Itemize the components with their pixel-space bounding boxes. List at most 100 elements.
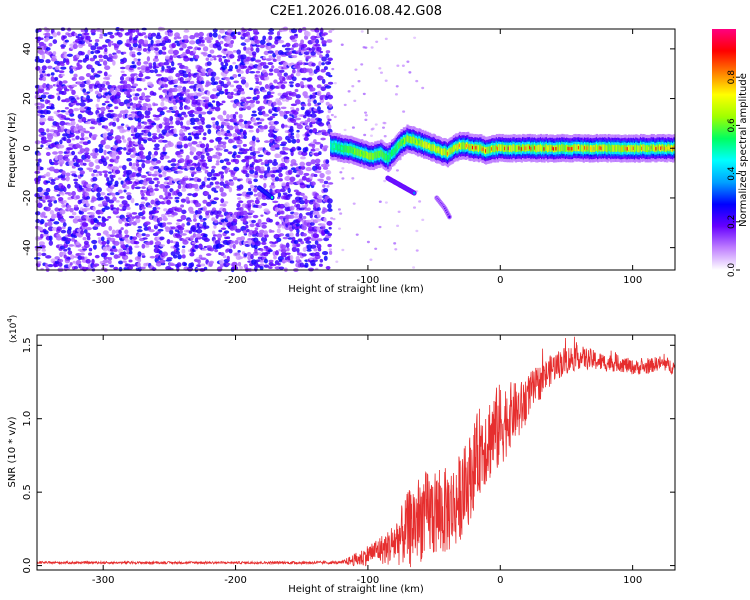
noise-cell [104, 144, 111, 150]
noise-cell [355, 233, 359, 236]
noise-cell [284, 157, 290, 164]
noise-cell [166, 65, 172, 69]
noise-cell [273, 159, 277, 163]
noise-cell [41, 70, 46, 74]
noise-cell [307, 117, 311, 123]
signal-ridge-cell [387, 154, 390, 162]
noise-cell [304, 119, 309, 125]
noise-cell [46, 110, 51, 115]
noise-cell [254, 227, 259, 231]
noise-cell [316, 46, 322, 52]
noise-cell [175, 250, 180, 255]
signal-ridge-cell [594, 144, 597, 152]
signal-ridge-cell [405, 136, 408, 144]
noise-cell [88, 43, 93, 48]
noise-cell [39, 114, 46, 118]
noise-cell [196, 178, 202, 183]
noise-cell [270, 173, 276, 178]
noise-cell [297, 147, 302, 151]
noise-cell [87, 139, 91, 144]
noise-cell [167, 49, 175, 55]
noise-cell [290, 103, 297, 107]
noise-cell [267, 31, 274, 35]
noise-cell [217, 103, 224, 106]
noise-cell [37, 252, 42, 257]
noise-cell [281, 182, 287, 187]
noise-cell [46, 128, 50, 133]
noise-cell [126, 206, 131, 211]
noise-cell [153, 165, 160, 170]
noise-cell [36, 260, 42, 264]
noise-cell [179, 106, 183, 111]
signal-ridge-cell [558, 144, 562, 152]
noise-cell [141, 160, 146, 163]
signal-ridge-cell [485, 149, 488, 153]
noise-cell [137, 139, 142, 145]
noise-cell [62, 80, 68, 84]
signal-ridge-cell [627, 146, 631, 150]
noise-cell [169, 30, 173, 33]
noise-cell [181, 223, 185, 228]
noise-cell [45, 171, 51, 177]
noise-cell [170, 263, 176, 267]
noise-cell [86, 154, 91, 159]
noise-cell [107, 216, 112, 219]
noise-cell [107, 74, 112, 78]
noise-cell [118, 229, 122, 235]
noise-cell [93, 54, 98, 59]
signal-ridge-cell [400, 139, 403, 147]
noise-cell [205, 57, 210, 62]
signal-ridge-cell [339, 144, 342, 152]
noise-cell [207, 147, 214, 151]
noise-cell [248, 125, 254, 129]
noise-cell [116, 155, 120, 160]
noise-cell [204, 191, 210, 196]
noise-cell [46, 73, 51, 77]
noise-cell [113, 248, 118, 253]
noise-cell [131, 51, 136, 55]
noise-cell [340, 43, 344, 46]
signal-ridge-cell [370, 152, 373, 160]
noise-cell [67, 27, 72, 32]
noise-cell [328, 30, 333, 33]
noise-cell [96, 221, 102, 225]
noise-cell [253, 185, 258, 188]
noise-cell [296, 129, 300, 133]
noise-cell [85, 121, 91, 125]
noise-cell [159, 110, 165, 116]
noise-cell [57, 144, 65, 149]
noise-cell [270, 230, 275, 233]
noise-cell [79, 256, 86, 260]
noise-cell [200, 154, 205, 160]
noise-cell [84, 54, 89, 60]
noise-cell [141, 32, 147, 36]
signal-ridge-cell [617, 144, 620, 152]
noise-cell [97, 63, 102, 67]
signal-ridge-cell [633, 145, 637, 153]
noise-cell [271, 113, 278, 117]
noise-cell [98, 36, 104, 39]
signal-ridge-cell [433, 144, 436, 152]
noise-cell [132, 236, 138, 241]
noise-cell [216, 54, 223, 58]
noise-cell [183, 55, 189, 59]
noise-cell [52, 32, 58, 38]
noise-cell [255, 137, 260, 141]
noise-cell [155, 200, 161, 206]
noise-cell [232, 243, 236, 249]
noise-cell [42, 76, 47, 82]
noise-cell [246, 155, 253, 160]
signal-ridge-cell [511, 145, 514, 153]
noise-cell [248, 129, 254, 133]
noise-cell [35, 218, 41, 224]
noise-cell [243, 97, 247, 103]
noise-cell [242, 169, 248, 174]
noise-cell [84, 152, 90, 155]
noise-cell [71, 211, 77, 216]
noise-cell [175, 119, 181, 126]
noise-cell [126, 91, 131, 97]
noise-cell [245, 159, 250, 164]
noise-cell [252, 154, 256, 160]
noise-cell [177, 254, 182, 260]
noise-cell [303, 114, 307, 119]
